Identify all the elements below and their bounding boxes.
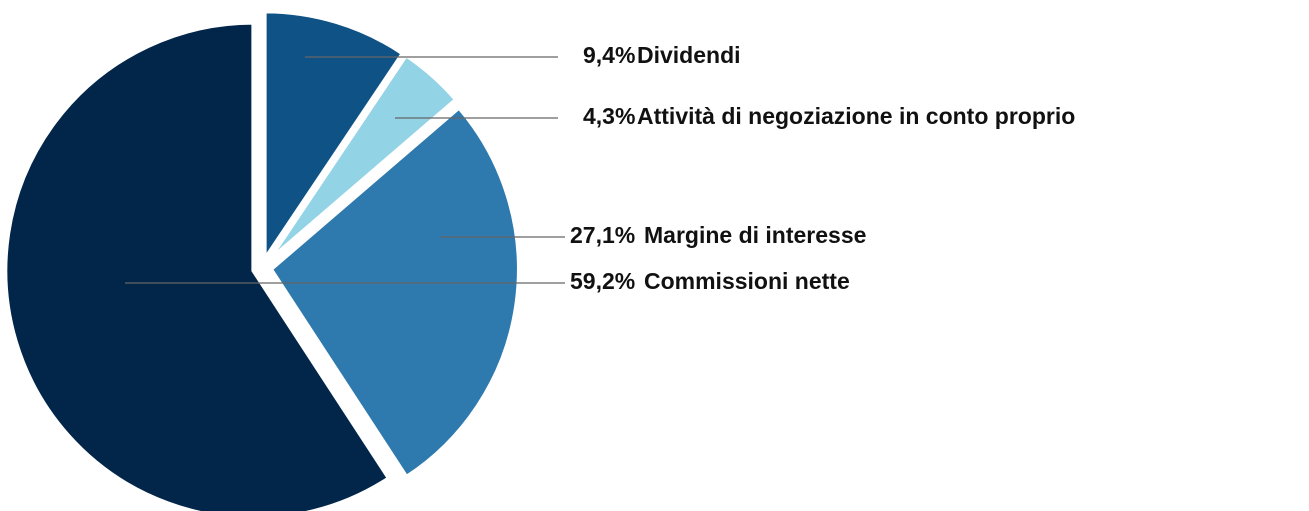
value-label: 4,3%	[583, 103, 635, 129]
category-label: Attività di negoziazione in conto propri…	[637, 103, 1075, 129]
value-label: 27,1%	[570, 222, 635, 248]
pie-slice	[268, 104, 521, 480]
value-label: 59,2%	[570, 268, 635, 294]
pie-slice	[262, 9, 406, 266]
pie-slice	[266, 52, 459, 263]
category-label: Margine di interesse	[644, 222, 866, 248]
pie-slice	[3, 20, 392, 511]
value-label: 9,4%	[583, 42, 635, 68]
category-label: Commissioni nette	[644, 268, 850, 294]
category-label: Dividendi	[637, 42, 741, 68]
